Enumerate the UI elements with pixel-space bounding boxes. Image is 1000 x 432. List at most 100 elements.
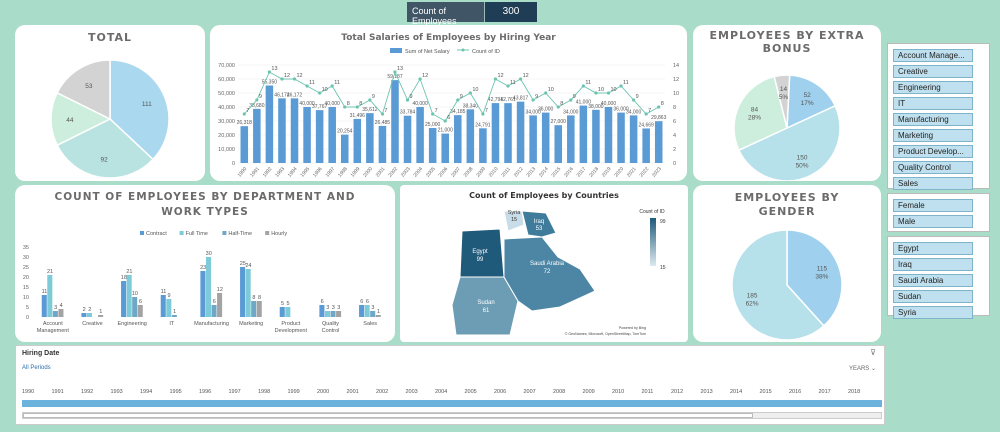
count-point	[518, 77, 523, 81]
timeline-year[interactable]: 1994	[140, 389, 153, 395]
gender-slice	[786, 229, 843, 327]
country-slicer-item[interactable]: Iraq	[893, 258, 973, 271]
total-slice-label: 44	[66, 117, 74, 124]
timeline-year[interactable]: 2012	[671, 389, 684, 395]
gender-slice-label: 185	[747, 292, 758, 299]
department-slicer-item[interactable]: Product Develop...	[893, 145, 973, 158]
dept-y-tick: 0	[26, 315, 29, 321]
timeline-scrollbar[interactable]	[22, 412, 882, 419]
bonus-slice	[786, 74, 837, 130]
timeline-year[interactable]: 2014	[730, 389, 743, 395]
total-slice	[109, 59, 170, 161]
salary-y-tick: 50,000	[218, 91, 235, 97]
dept-bar-label: 8	[252, 295, 255, 301]
timeline-bar[interactable]	[22, 400, 882, 407]
timeline-year[interactable]: 2010	[612, 389, 625, 395]
timeline-scroll-thumb[interactable]	[23, 413, 753, 418]
clear-filter-icon[interactable]: ⊽	[870, 348, 876, 357]
department-slicer-item[interactable]: IT	[893, 97, 973, 110]
timeline-unit-dropdown[interactable]: YEARS ⌄	[848, 366, 876, 372]
salary-bar	[428, 128, 437, 163]
salary-bar	[491, 103, 500, 163]
department-slicer-item[interactable]: Account Manage...	[893, 49, 973, 62]
salary-combo-chart: Sum of Net Salary Count of ID 0 10,000 20,…	[218, 48, 679, 179]
timeline-year[interactable]: 1999	[287, 389, 300, 395]
timeline-year[interactable]: 2002	[376, 389, 389, 395]
dept-bar	[200, 271, 206, 317]
timeline-year[interactable]: 1992	[81, 389, 94, 395]
gender-slicer-item[interactable]: Male	[893, 215, 973, 228]
department-slicer-item[interactable]: Marketing	[893, 129, 973, 142]
salary-bar-label: 24,669	[639, 122, 655, 128]
timeline-year[interactable]: 2005	[464, 389, 477, 395]
dept-legend-swatch	[179, 231, 184, 235]
timeline-period[interactable]: All Periods	[22, 365, 51, 371]
country-slicer-item[interactable]: Saudi Arabia	[893, 274, 973, 287]
timeline-year[interactable]: 2016	[789, 389, 802, 395]
dept-bar-label: 3	[326, 305, 329, 311]
department-slicer-item[interactable]: Quality Control	[893, 161, 973, 174]
country-slicer-item[interactable]: Sudan	[893, 290, 973, 303]
timeline-year[interactable]: 2011	[641, 389, 654, 395]
country-slicer[interactable]: Egypt Iraq Saudi Arabia Sudan Syria	[887, 236, 990, 319]
timeline-year[interactable]: 2000	[317, 389, 330, 395]
timeline-year[interactable]: 1998	[258, 389, 271, 395]
gender-slicer[interactable]: Female Male	[887, 193, 990, 232]
dept-bar-label: 11	[161, 289, 167, 295]
salary-bar	[642, 128, 650, 163]
timeline-year[interactable]: 1995	[169, 389, 182, 395]
gender-slicer-item[interactable]: Female	[893, 199, 973, 212]
timeline-year[interactable]: 2004	[435, 389, 448, 395]
count-point	[531, 98, 535, 102]
dept-bar-label: 6	[321, 299, 324, 305]
department-slicer-item[interactable]: Sales	[893, 177, 973, 190]
dept-y-tick: 5	[26, 305, 29, 311]
bonus-slice	[773, 74, 791, 129]
timeline-year[interactable]: 2001	[346, 389, 359, 395]
map-legend-max: 99	[660, 219, 666, 225]
timeline-year[interactable]: 1993	[110, 389, 123, 395]
dept-x-tick: Account	[43, 321, 63, 327]
count-label: 12	[422, 73, 428, 79]
map-label-sudan: Sudan	[477, 300, 494, 306]
department-slicer[interactable]: Account Manage... Creative Engineering IT Ma…	[887, 43, 990, 190]
department-slicer-item[interactable]: Manufacturing	[893, 113, 973, 126]
dept-bar-label: 12	[217, 287, 223, 293]
timeline-year[interactable]: 2008	[553, 389, 566, 395]
timeline-year[interactable]: 2007	[523, 389, 536, 395]
timeline-year[interactable]: 1991	[51, 389, 64, 395]
timeline-year[interactable]: 1990	[22, 389, 35, 395]
timeline-year[interactable]: 2015	[759, 389, 772, 395]
timeline-year[interactable]: 1997	[228, 389, 241, 395]
gender-slice-label: 38%	[815, 274, 828, 281]
department-slicer-item[interactable]: Engineering	[893, 81, 973, 94]
dept-bar-chart: Contract Full Time Half-Time Hourly05101520…	[23, 231, 381, 334]
map-value-saudi: 72	[544, 269, 551, 275]
bonus-title-line2: BONUS	[762, 42, 812, 55]
department-slicer-item[interactable]: Creative	[893, 65, 973, 78]
salary-bar-label: 34,000	[626, 109, 642, 115]
country-slicer-item[interactable]: Syria	[893, 306, 973, 319]
map-label-iraq: Iraq	[534, 219, 544, 225]
dept-x-tick: Development	[275, 328, 308, 334]
timeline-year[interactable]: 1996	[199, 389, 212, 395]
timeline-year[interactable]: 2006	[494, 389, 507, 395]
salary-bar-label: 34,000	[525, 109, 541, 115]
timeline-year[interactable]: 2017	[818, 389, 831, 395]
timeline-year[interactable]: 2009	[582, 389, 595, 395]
map-credit-sources: © GeoNames, Microsoft, OpenStreetMap, To…	[565, 332, 646, 336]
dept-title-line1: COUNT OF EMPLOYEES BY DEPARTMENT AND	[54, 191, 356, 203]
salary-bar	[567, 115, 575, 163]
map-title: Count of Employees by Countries	[469, 191, 619, 200]
salary-y-tick: 60,000	[218, 77, 235, 83]
bonus-slice-label: 52	[804, 92, 812, 99]
country-slicer-item[interactable]: Egypt	[893, 242, 973, 255]
salary-bar	[353, 118, 362, 163]
timeline-year[interactable]: 2013	[700, 389, 713, 395]
salary-x-tick: 2003	[400, 166, 412, 179]
timeline-year[interactable]: 2003	[405, 389, 418, 395]
map-value-sudan: 61	[483, 308, 490, 314]
bonus-slice-label: 14	[780, 86, 788, 93]
count-label: 8	[560, 101, 563, 107]
timeline-year[interactable]: 2018	[848, 389, 861, 395]
